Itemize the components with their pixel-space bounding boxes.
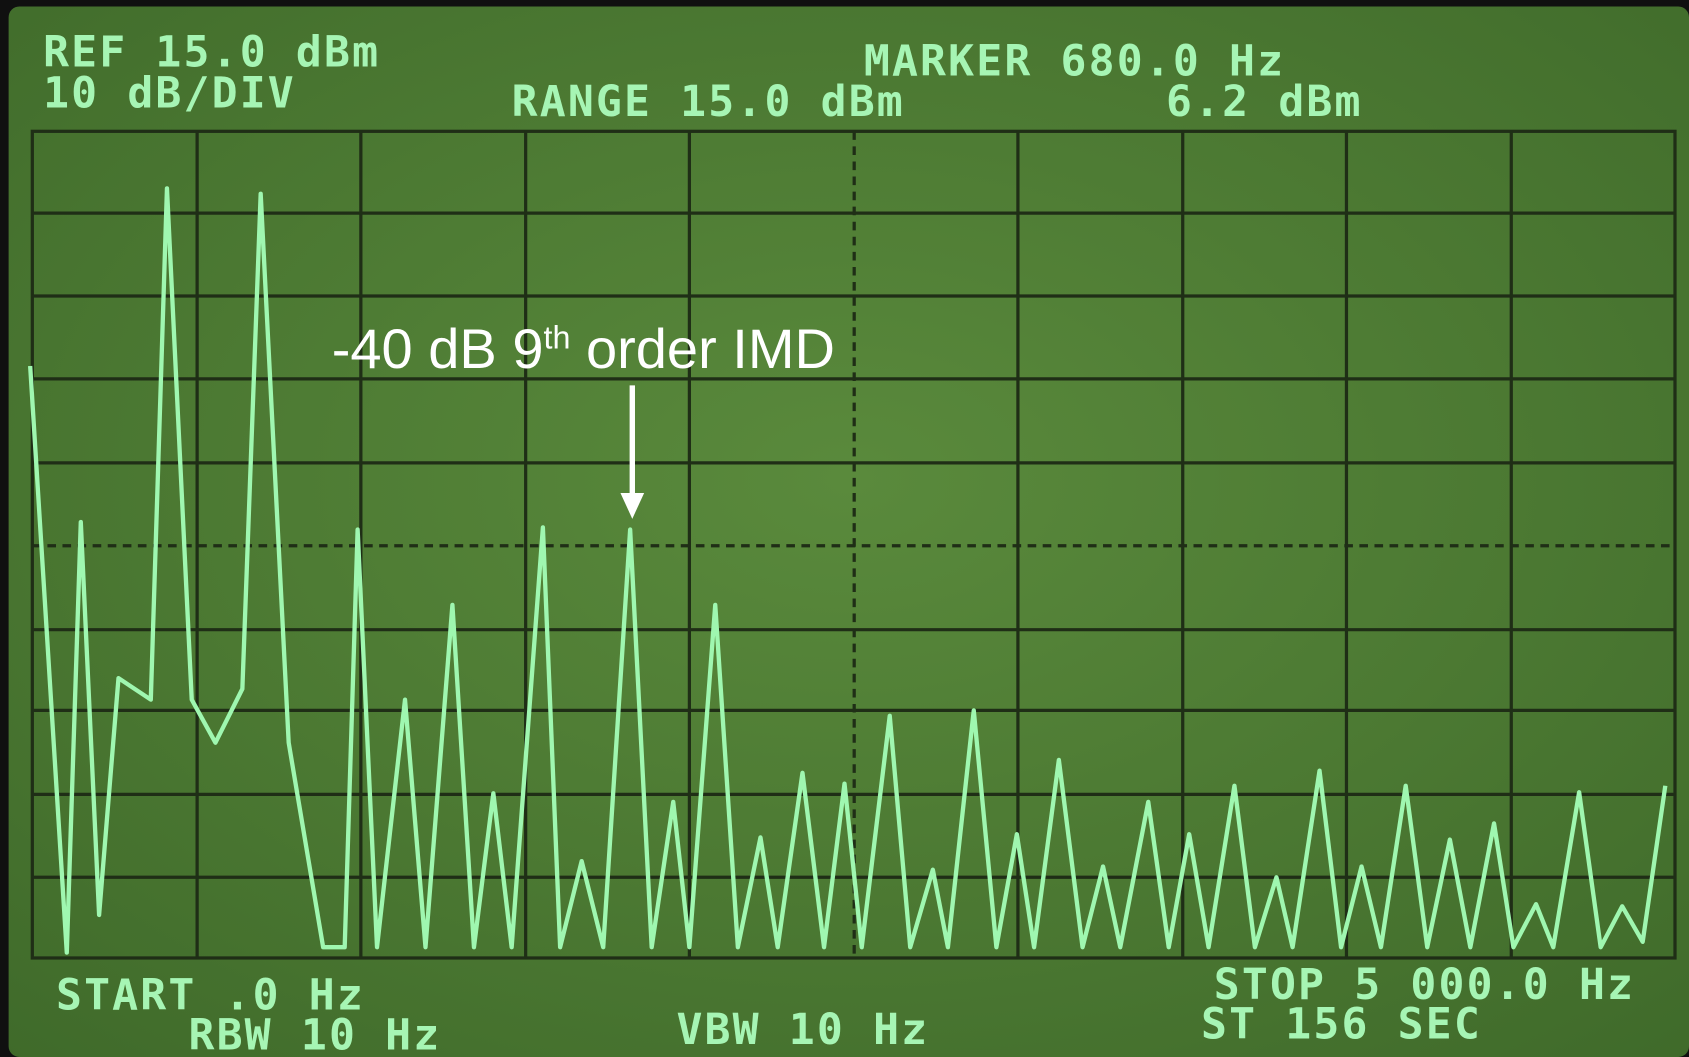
annotation: -40 dB 9th order IMD [332,317,835,380]
rbw: RBW 10 Hz [189,1010,442,1057]
marker-level: 6.2 dBm [1166,77,1363,127]
scale: 10 dB/DIV [43,69,296,119]
graticule [30,129,1677,960]
annotation-tail: order IMD [570,317,835,380]
sweep-time: ST 156 SEC [1201,1000,1482,1050]
ref-level: REF 15.0 dBm [43,28,380,78]
marker-frequency: MARKER 680.0 Hz [864,36,1285,86]
spectrum-trace [28,186,1668,955]
start-frequency: START .0 Hz [56,971,365,1021]
annotation-lead: -40 dB 9 [332,317,544,380]
annotation-superscript: th [543,320,570,356]
range: RANGE 15.0 dBm [512,77,905,127]
vbw: VBW 10 Hz [676,1005,929,1055]
annotation-arrowhead [620,492,645,519]
stop-frequency: STOP 5 000.0 Hz [1214,960,1635,1010]
